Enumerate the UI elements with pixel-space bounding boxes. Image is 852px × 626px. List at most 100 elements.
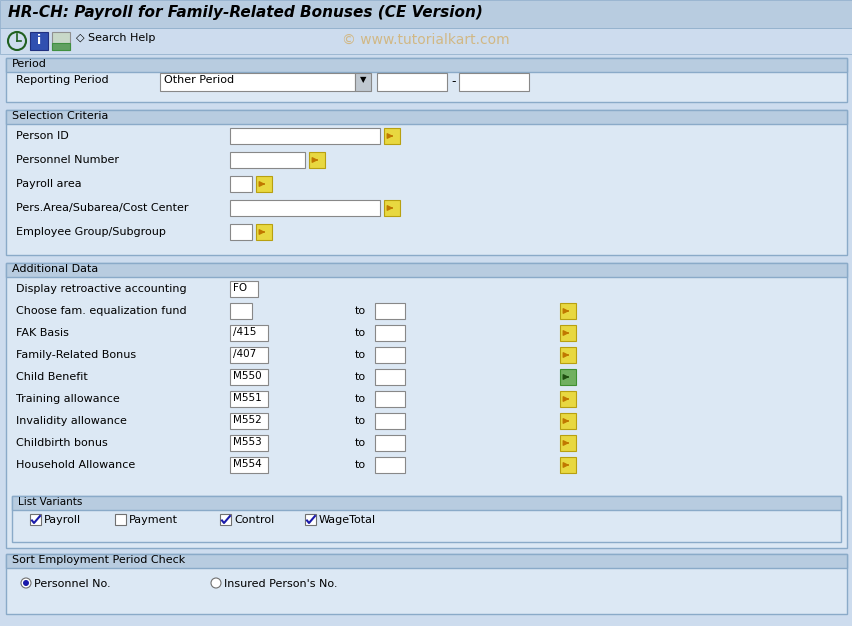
Text: i: i bbox=[37, 34, 41, 47]
Text: M552: M552 bbox=[233, 415, 262, 425]
Text: Insured Person's No.: Insured Person's No. bbox=[224, 579, 337, 589]
Bar bbox=[256, 176, 272, 192]
Text: to: to bbox=[354, 438, 366, 448]
Bar bbox=[354, 73, 371, 91]
Text: Reporting Period: Reporting Period bbox=[16, 75, 108, 85]
Text: Payroll: Payroll bbox=[44, 515, 81, 525]
Bar bbox=[6, 58, 846, 72]
Bar bbox=[375, 369, 405, 385]
Text: Employee Group/Subgroup: Employee Group/Subgroup bbox=[16, 227, 165, 237]
Bar bbox=[30, 32, 48, 50]
Text: Selection Criteria: Selection Criteria bbox=[12, 111, 108, 121]
Text: M550: M550 bbox=[233, 371, 262, 381]
Bar bbox=[458, 73, 528, 91]
Bar bbox=[6, 110, 846, 124]
Text: Control: Control bbox=[233, 515, 274, 525]
Text: Invalidity allowance: Invalidity allowance bbox=[16, 416, 127, 426]
Text: Personnel No.: Personnel No. bbox=[34, 579, 111, 589]
Bar bbox=[230, 391, 268, 407]
Bar bbox=[0, 0, 852, 28]
Text: ◇ Search Help: ◇ Search Help bbox=[76, 33, 155, 43]
Bar bbox=[6, 263, 846, 277]
Circle shape bbox=[21, 578, 31, 588]
Text: HR-CH: Payroll for Family-Related Bonuses (CE Version): HR-CH: Payroll for Family-Related Bonuse… bbox=[8, 5, 482, 20]
Bar bbox=[560, 303, 575, 319]
Text: Personnel Number: Personnel Number bbox=[16, 155, 119, 165]
Bar bbox=[230, 413, 268, 429]
Bar bbox=[560, 435, 575, 451]
Bar bbox=[230, 224, 251, 240]
Bar bbox=[230, 152, 305, 168]
Text: © www.tutorialkart.com: © www.tutorialkart.com bbox=[342, 33, 509, 47]
Text: ▼: ▼ bbox=[360, 75, 366, 84]
Bar bbox=[375, 457, 405, 473]
Text: Child Benefit: Child Benefit bbox=[16, 372, 88, 382]
Bar bbox=[560, 391, 575, 407]
Bar bbox=[375, 325, 405, 341]
Text: to: to bbox=[354, 416, 366, 426]
Bar bbox=[30, 514, 41, 525]
Text: to: to bbox=[354, 350, 366, 360]
Bar bbox=[375, 413, 405, 429]
Bar bbox=[230, 325, 268, 341]
Bar bbox=[220, 514, 231, 525]
Bar bbox=[230, 435, 268, 451]
Bar bbox=[230, 303, 251, 319]
Text: Family-Related Bonus: Family-Related Bonus bbox=[16, 350, 136, 360]
Text: -: - bbox=[451, 75, 455, 88]
Text: M553: M553 bbox=[233, 437, 262, 447]
Text: to: to bbox=[354, 372, 366, 382]
Bar bbox=[256, 224, 272, 240]
Text: /407: /407 bbox=[233, 349, 256, 359]
Bar bbox=[375, 303, 405, 319]
Bar bbox=[6, 263, 846, 548]
Bar bbox=[230, 128, 379, 144]
Text: to: to bbox=[354, 306, 366, 316]
Text: Person ID: Person ID bbox=[16, 131, 69, 141]
Text: Training allowance: Training allowance bbox=[16, 394, 119, 404]
Bar bbox=[6, 554, 846, 614]
Text: Pers.Area/Subarea/Cost Center: Pers.Area/Subarea/Cost Center bbox=[16, 203, 188, 213]
Text: FO: FO bbox=[233, 283, 247, 293]
Bar bbox=[383, 128, 400, 144]
Bar bbox=[230, 200, 379, 216]
Text: Sort Employment Period Check: Sort Employment Period Check bbox=[12, 555, 185, 565]
Bar bbox=[375, 391, 405, 407]
Text: Choose fam. equalization fund: Choose fam. equalization fund bbox=[16, 306, 187, 316]
Text: /415: /415 bbox=[233, 327, 256, 337]
Bar bbox=[160, 73, 354, 91]
Text: Household Allowance: Household Allowance bbox=[16, 460, 135, 470]
Text: to: to bbox=[354, 328, 366, 338]
Circle shape bbox=[23, 580, 29, 586]
Bar bbox=[6, 58, 846, 102]
Bar bbox=[230, 457, 268, 473]
Text: Period: Period bbox=[12, 59, 47, 69]
Text: Other Period: Other Period bbox=[164, 75, 233, 85]
Text: M551: M551 bbox=[233, 393, 262, 403]
Bar bbox=[560, 413, 575, 429]
Text: Payment: Payment bbox=[129, 515, 178, 525]
Text: Childbirth bonus: Childbirth bonus bbox=[16, 438, 107, 448]
Bar bbox=[52, 32, 70, 50]
Bar bbox=[560, 369, 575, 385]
Bar bbox=[115, 514, 126, 525]
Bar bbox=[52, 43, 70, 50]
Bar bbox=[230, 369, 268, 385]
Text: Additional Data: Additional Data bbox=[12, 264, 98, 274]
Bar bbox=[375, 435, 405, 451]
Text: Payroll area: Payroll area bbox=[16, 179, 82, 189]
Text: List Variants: List Variants bbox=[18, 497, 83, 507]
Text: WageTotal: WageTotal bbox=[319, 515, 376, 525]
Bar bbox=[0, 28, 852, 54]
Bar bbox=[12, 496, 840, 542]
Text: FAK Basis: FAK Basis bbox=[16, 328, 69, 338]
Circle shape bbox=[210, 578, 221, 588]
Text: to: to bbox=[354, 394, 366, 404]
Text: to: to bbox=[354, 460, 366, 470]
Text: Display retroactive accounting: Display retroactive accounting bbox=[16, 284, 187, 294]
Bar bbox=[230, 347, 268, 363]
Bar bbox=[560, 347, 575, 363]
Bar bbox=[377, 73, 446, 91]
Bar bbox=[383, 200, 400, 216]
Bar bbox=[305, 514, 315, 525]
